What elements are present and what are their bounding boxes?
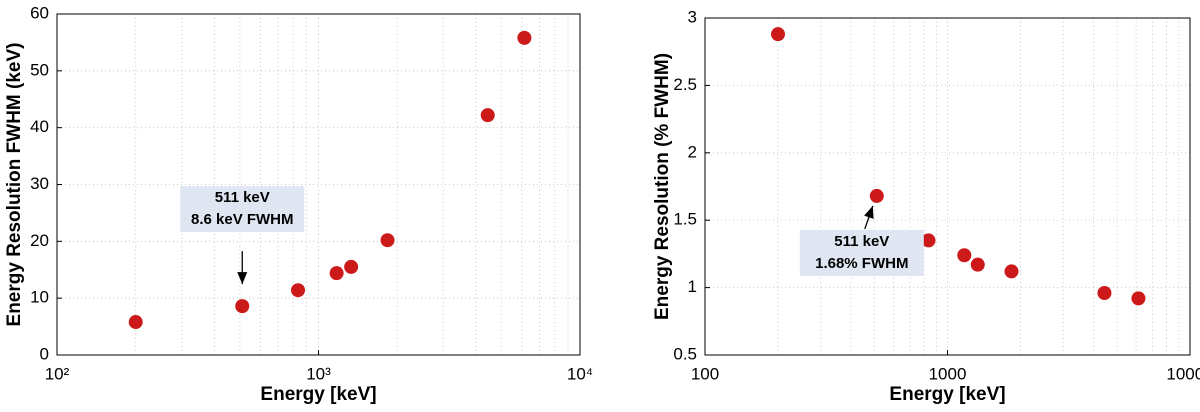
y-tick-label: 0 xyxy=(40,344,49,363)
y-tick-label: 3 xyxy=(688,7,697,26)
x-axis-title: Energy [keV] xyxy=(889,384,1005,405)
point xyxy=(380,233,395,248)
y-tick-label: 1 xyxy=(688,277,697,296)
y-tick-label: 50 xyxy=(30,60,49,79)
y-tick-label: 0.5 xyxy=(673,344,697,363)
x-tick-label: 10⁴ xyxy=(567,364,593,383)
point xyxy=(770,27,785,42)
point xyxy=(921,233,936,248)
plot-frame xyxy=(704,17,1191,356)
y-tick-label: 40 xyxy=(30,117,49,136)
point xyxy=(344,259,359,274)
x-tick-label: 1000 xyxy=(929,364,967,383)
chart: 0 10 20 30 40 50 60 10² 10³ 10⁴ Energy [keV] Energy… xyxy=(4,3,593,405)
point xyxy=(1004,264,1019,279)
annotation-text: 511 keV xyxy=(834,233,889,250)
x-axis-title: Energy [keV] xyxy=(260,384,376,405)
chart: 0.5 1 1.5 2 2.5 3 100 1000 10000 Energy [keV] Ener… xyxy=(652,7,1200,405)
point xyxy=(128,315,143,330)
point xyxy=(291,283,306,298)
point xyxy=(957,248,972,263)
x-tick-label: 10² xyxy=(45,364,70,383)
y-tick-label: 2 xyxy=(688,142,697,161)
y-tick-label: 10 xyxy=(30,288,49,307)
y-tick-label: 20 xyxy=(30,231,49,250)
point xyxy=(1131,291,1146,306)
annotation-text: 8.6 keV FWHM xyxy=(191,211,294,228)
point xyxy=(1097,285,1112,300)
annotation-box xyxy=(180,186,305,233)
point xyxy=(869,188,884,203)
point xyxy=(329,266,344,281)
y-tick-label: 2.5 xyxy=(673,75,697,94)
x-tick-label: 10000 xyxy=(1166,364,1200,383)
arrow-head xyxy=(864,205,874,219)
y-tick-label: 1.5 xyxy=(673,210,697,229)
point xyxy=(235,299,250,314)
x-tick-label: 100 xyxy=(691,364,719,383)
point xyxy=(970,257,985,272)
plot-frame xyxy=(56,13,581,356)
annotation-box xyxy=(799,229,924,276)
annotation-text: 511 keV xyxy=(215,189,270,206)
point xyxy=(480,108,495,123)
y-axis-title: Energy Resolution (% FWHM) xyxy=(652,53,673,320)
point xyxy=(517,30,532,45)
x-tick-label: 10³ xyxy=(306,364,331,383)
annotation-text: 1.68% FWHM xyxy=(815,255,908,272)
y-axis-title: Energy Resolution FWHM (keV) xyxy=(4,43,25,327)
y-tick-label: 60 xyxy=(30,3,49,22)
y-tick-label: 30 xyxy=(30,174,49,193)
arrow-head xyxy=(237,272,248,285)
